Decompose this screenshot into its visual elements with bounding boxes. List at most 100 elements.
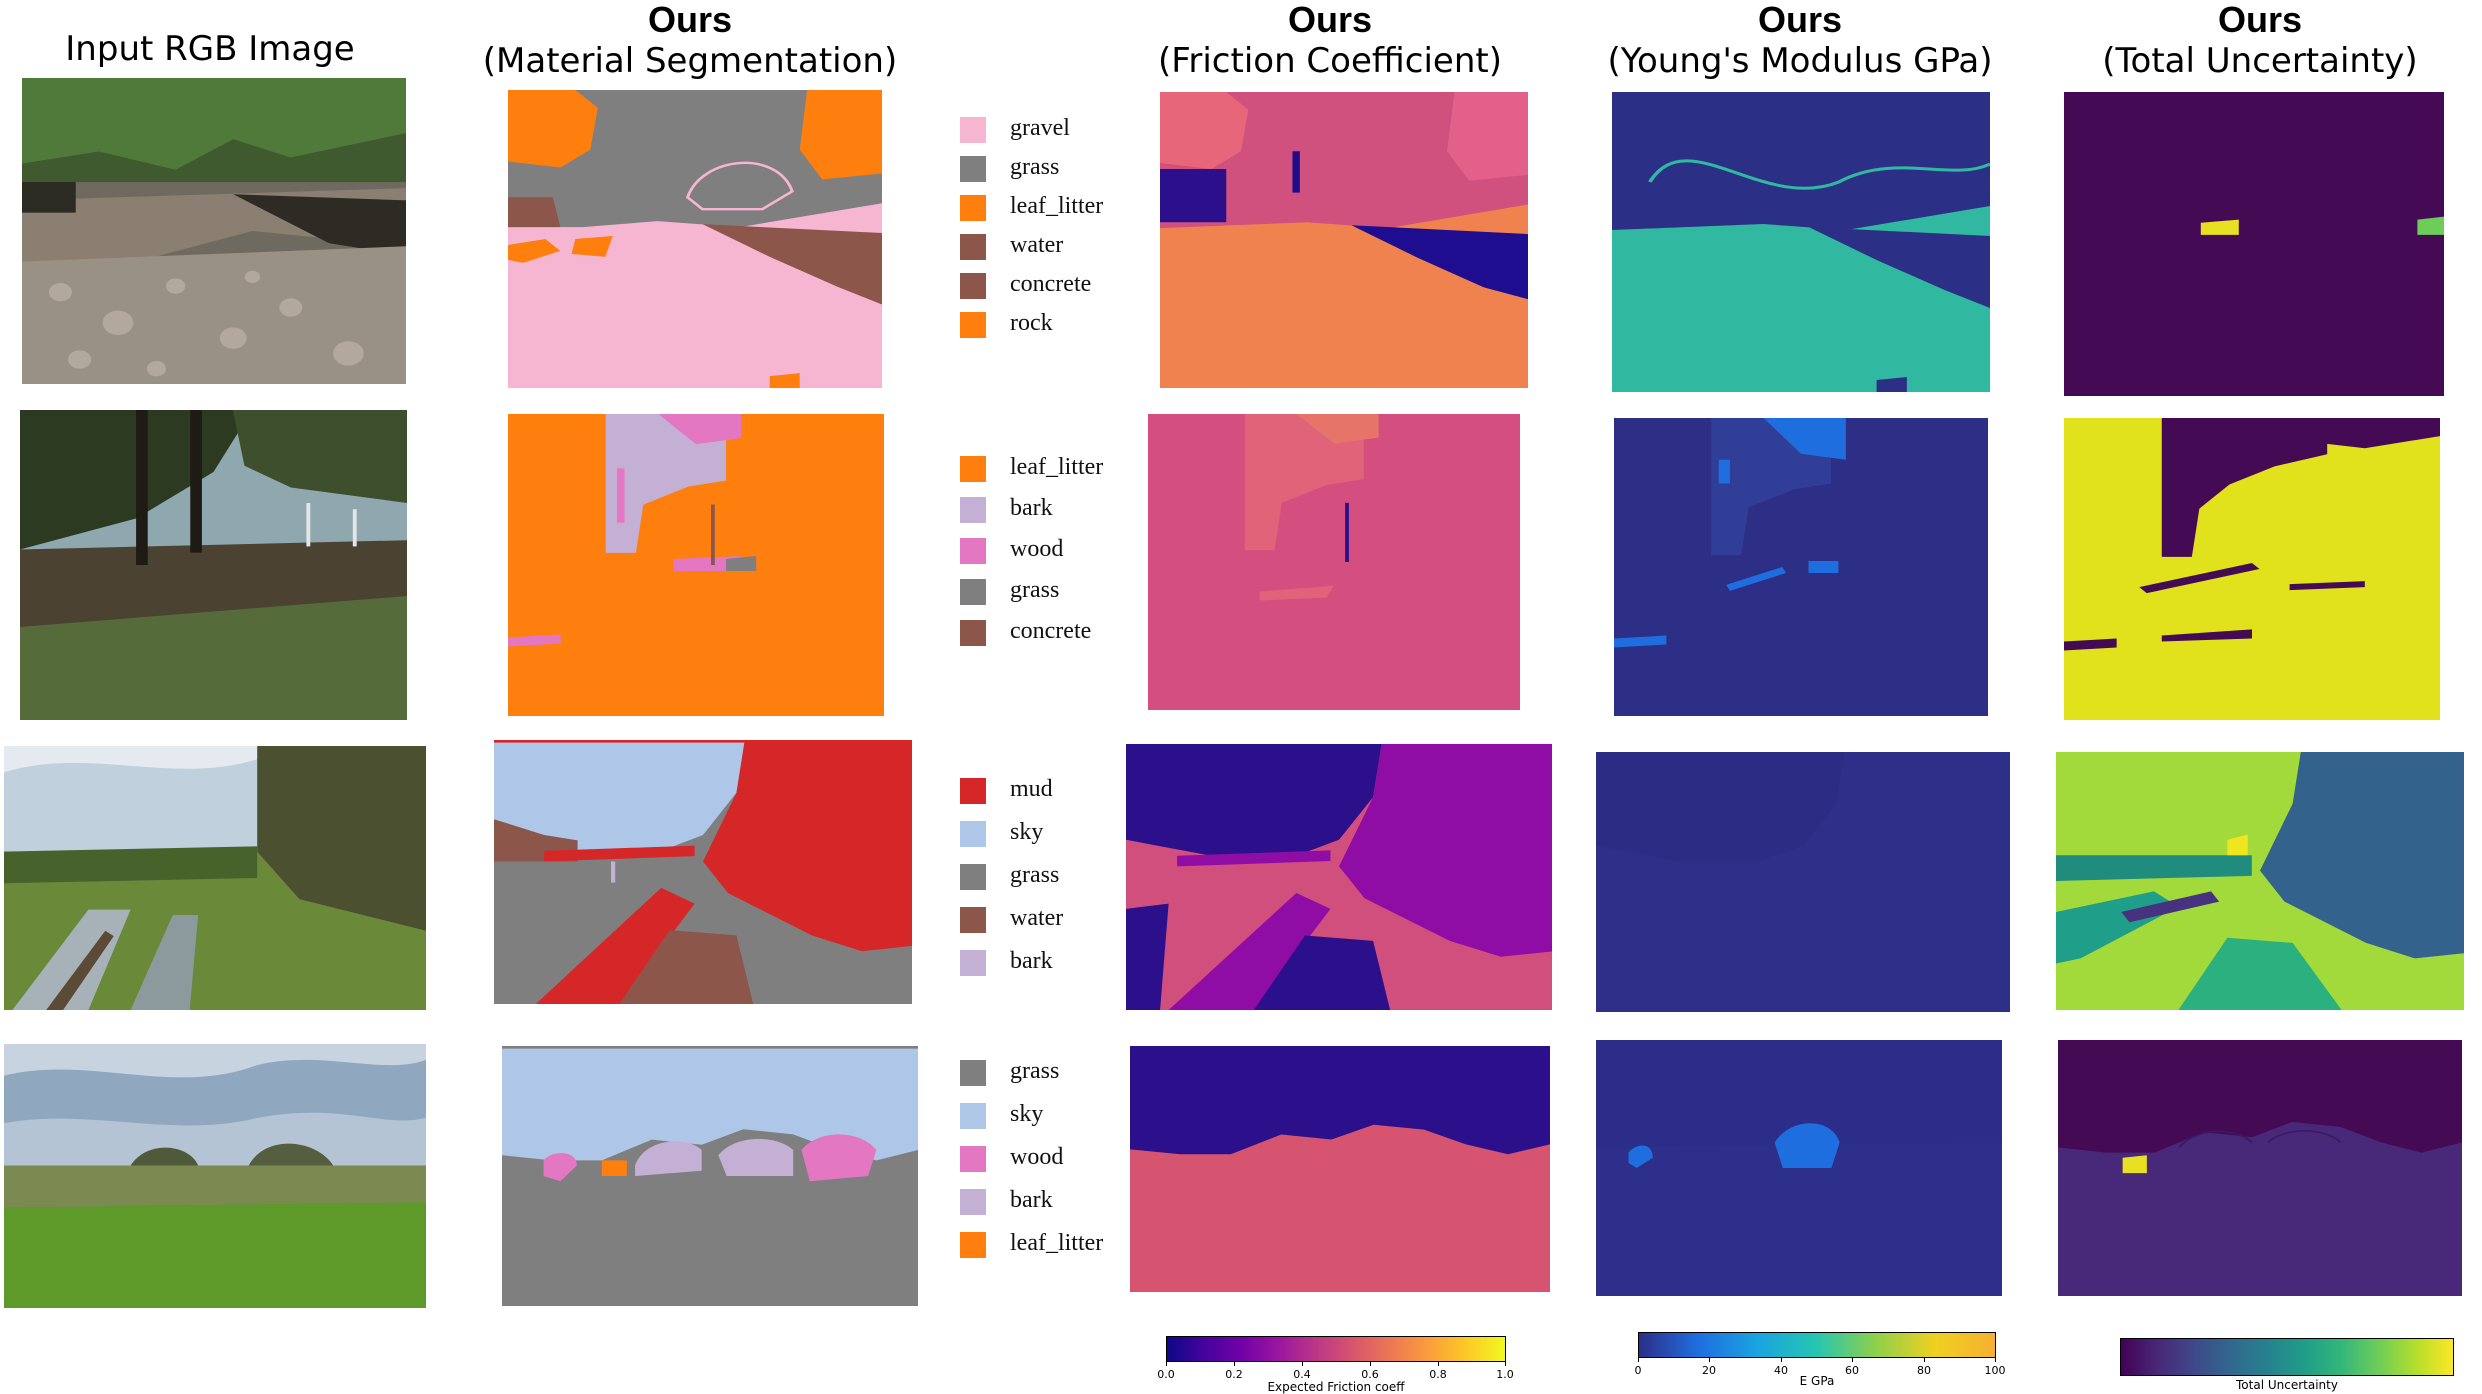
row4-segmentation-map [502,1046,918,1306]
legend-label: leaf_litter [1010,193,1104,219]
tick-mark [1438,1361,1439,1366]
row3-legend: mud sky grass water bark [960,776,1140,978]
row2-segmentation-map [508,414,884,716]
row4-youngs-modulus-map [1596,1040,2002,1296]
row1-uncertainty-map [2064,92,2444,396]
tick-mark [1505,1361,1506,1366]
friction-tick-label: 0.6 [1361,1368,1379,1381]
row3-rgb-image [4,746,426,1010]
legend-label: grass [1010,577,1060,603]
legend-swatch [960,156,986,182]
row1-legend: gravel grass leaf_litter water concrete … [960,115,1140,347]
row1-youngs-modulus-map [1612,92,1990,392]
row2-rgb-image [20,410,407,720]
legend-swatch [960,497,986,523]
legend-swatch [960,950,986,976]
legend-swatch [960,538,986,564]
young-tick-label: 40 [1774,1364,1788,1377]
header-young-sub: (Young's Modulus GPa) [1607,41,1993,81]
young-tick-label: 20 [1702,1364,1716,1377]
legend-swatch [960,864,986,890]
header-young-bold: Ours [1757,0,1843,40]
tick-mark [1166,1361,1167,1366]
tick-mark [1638,1357,1639,1362]
legend-swatch [960,312,986,338]
legend-swatch [960,1146,986,1172]
young-tick-label: 60 [1845,1364,1859,1377]
header-segmentation: Ours (Material Segmentation) [440,0,940,82]
legend-label: bark [1010,495,1053,521]
legend-label: grass [1010,154,1060,180]
row2-legend: leaf_litter bark wood grass concrete [960,454,1140,656]
row2-uncertainty-map [2064,418,2440,720]
legend-label: water [1010,232,1064,258]
tick-mark [1234,1361,1235,1366]
legend-label: gravel [1010,115,1070,141]
young-colorbar-label: E GPa [1799,1374,1835,1388]
row3-uncertainty-map [2056,752,2464,1010]
youngs-modulus-colorbar: 0 20 40 60 80 100 E GPa [1634,1332,2006,1388]
legend-swatch [960,195,986,221]
legend-swatch [960,1232,986,1258]
header-uncertainty: Ours (Total Uncertainty) [2060,0,2460,82]
legend-swatch [960,1189,986,1215]
header-uncert-bold: Ours [2217,0,2303,40]
young-colorbar-gradient [1638,1332,1996,1358]
header-friction-bold: Ours [1287,0,1373,40]
header-young: Ours (Young's Modulus GPa) [1570,0,2030,82]
row4-legend: grass sky wood bark leaf_litter [960,1058,1140,1280]
row2-friction-map [1148,414,1520,710]
legend-swatch [960,620,986,646]
young-tick-label: 100 [1984,1364,2006,1377]
friction-colorbar-gradient [1166,1336,1506,1362]
legend-swatch [960,234,986,260]
legend-label: wood [1010,1144,1064,1170]
header-uncert-sub: (Total Uncertainty) [2102,41,2418,81]
header-input: Input RGB Image [40,28,380,70]
row4-uncertainty-map [2058,1040,2462,1296]
young-tick-label: 80 [1917,1364,1931,1377]
row4-rgb-image [4,1044,426,1308]
legend-swatch [960,456,986,482]
legend-swatch [960,1103,986,1129]
legend-swatch [960,821,986,847]
legend-label: rock [1010,310,1053,336]
uncertainty-colorbar-label: Total Uncertainty [2236,1378,2338,1392]
friction-tick-label: 0.0 [1157,1368,1175,1381]
legend-label: water [1010,905,1064,931]
legend-label: wood [1010,536,1064,562]
header-seg-sub: (Material Segmentation) [482,41,898,81]
legend-label: grass [1010,862,1060,888]
uncertainty-colorbar: Total Uncertainty [2120,1338,2454,1392]
row1-segmentation-map [508,90,882,388]
legend-label: leaf_litter [1010,454,1104,480]
legend-swatch [960,273,986,299]
row3-youngs-modulus-map [1596,752,2010,1012]
legend-label: bark [1010,1187,1053,1213]
row2-youngs-modulus-map [1614,418,1988,716]
friction-colorbar-label: Expected Friction coeff [1267,1380,1405,1394]
young-tick-label: 0 [1634,1364,1642,1377]
row4-friction-map [1130,1046,1550,1292]
legend-swatch [960,579,986,605]
friction-tick-label: 0.2 [1225,1368,1243,1381]
legend-label: grass [1010,1058,1060,1084]
tick-mark [1924,1357,1925,1362]
legend-label: concrete [1010,618,1092,644]
legend-label: sky [1010,819,1044,845]
friction-tick-label: 1.0 [1496,1368,1514,1381]
row3-segmentation-map [494,740,912,1004]
legend-swatch [960,778,986,804]
legend-label: concrete [1010,271,1092,297]
tick-mark [1852,1357,1853,1362]
row1-rgb-image [22,78,406,384]
uncertainty-colorbar-gradient [2120,1338,2454,1376]
friction-tick-label: 0.4 [1293,1368,1311,1381]
tick-mark [1302,1361,1303,1366]
legend-label: bark [1010,948,1053,974]
legend-label: sky [1010,1101,1044,1127]
legend-label: mud [1010,776,1053,802]
row1-friction-map [1160,92,1528,388]
tick-mark [1995,1357,1996,1362]
legend-label: leaf_litter [1010,1230,1104,1256]
